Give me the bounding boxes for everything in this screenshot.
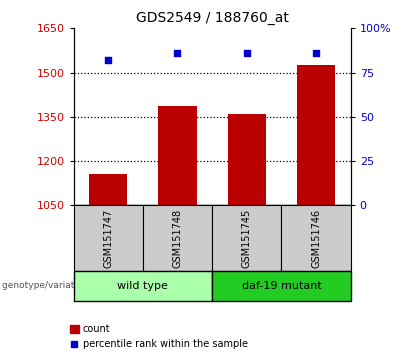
Text: GSM151745: GSM151745 (242, 209, 252, 268)
Title: GDS2549 / 188760_at: GDS2549 / 188760_at (136, 11, 289, 24)
Bar (158, 107, 197, 205)
Bar (228, 114, 266, 205)
Point (244, 50, 250, 56)
Text: genotype/variation ▶: genotype/variation ▶ (2, 281, 98, 290)
Text: GSM151746: GSM151746 (311, 209, 321, 268)
Point (174, 50, 181, 56)
Text: wild type: wild type (117, 281, 168, 291)
Text: GSM151747: GSM151747 (103, 209, 113, 268)
Bar (89, 175, 127, 205)
Legend: count, percentile rank within the sample: count, percentile rank within the sample (70, 324, 248, 349)
Text: GSM151748: GSM151748 (173, 209, 182, 268)
Point (105, 57, 112, 63)
Point (313, 50, 320, 56)
Text: daf-19 mutant: daf-19 mutant (241, 281, 321, 291)
Bar (297, 65, 335, 205)
